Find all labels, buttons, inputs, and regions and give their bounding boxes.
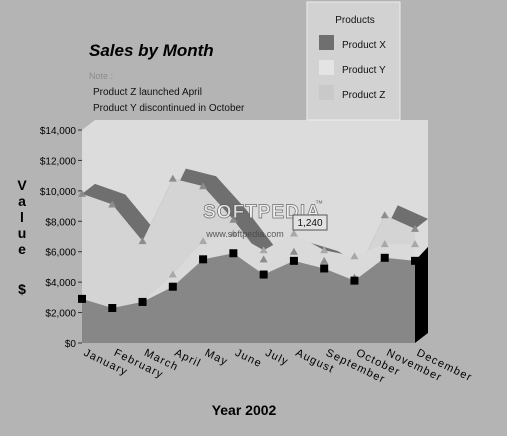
series-product-x-side [415, 246, 428, 343]
x-tick-label: May [203, 347, 230, 368]
y-tick-label: $6,000 [45, 248, 76, 259]
series-product-x-area [82, 253, 415, 343]
y-tick-label: $14,000 [40, 126, 77, 137]
note-line-2: Product Y discontinued in October [93, 103, 245, 114]
y-axis-title-char: V [17, 177, 27, 193]
y-axis-title-char: e [18, 241, 26, 257]
marker-product-z [199, 237, 208, 245]
y-tick-label: $0 [65, 339, 77, 350]
y-axis: $0 $2,000 $4,000 $6,000 $8,000 $10,000 $12,000… [40, 126, 82, 350]
marker-product-x [289, 256, 298, 265]
marker-product-z [380, 240, 389, 248]
y-axis-title-char: u [18, 225, 27, 241]
marker-product-z [229, 229, 238, 237]
note-line-1: Product Z launched April [93, 87, 202, 98]
marker-product-x [320, 264, 329, 273]
watermark-logo: SOFTPEDIA [203, 202, 321, 223]
legend-title: Products [335, 15, 374, 26]
marker-product-x [380, 253, 389, 262]
y-axis-title-char: l [20, 209, 24, 225]
marker-product-x [199, 255, 208, 264]
series-product-z-area [82, 233, 415, 309]
legend-swatch-product-z [319, 85, 334, 100]
marker-product-y [78, 189, 86, 197]
marker-product-y [380, 211, 389, 219]
y-tick-label: $10,000 [40, 187, 77, 198]
marker-product-y [138, 237, 147, 245]
marker-product-z [320, 246, 329, 254]
x-axis-title: Year 2002 [212, 402, 277, 418]
watermark-trademark: ™ [315, 199, 323, 208]
y-axis-title-unit: $ [18, 281, 26, 297]
marker-product-y [108, 200, 117, 208]
note-heading: Note : [89, 71, 113, 81]
chart-title: Sales by Month [89, 41, 214, 60]
marker-product-x [259, 270, 268, 279]
marker-product-y [199, 182, 208, 190]
marker-product-y [320, 256, 329, 264]
marker-product-y [229, 215, 238, 223]
x-tick-label: July [263, 347, 290, 368]
marker-product-z [350, 252, 359, 260]
y-tick-label: $4,000 [45, 278, 76, 289]
marker-product-y [259, 255, 268, 263]
legend-label-product-y: Product Y [342, 65, 386, 76]
marker-product-x [78, 294, 86, 303]
tooltip-value: 1,240 [297, 218, 322, 229]
y-tick-label: $2,000 [45, 309, 76, 320]
watermark-url: www.softpedia.com [205, 229, 284, 239]
marker-product-x [411, 256, 419, 265]
tooltip-box [292, 214, 328, 231]
marker-product-z [259, 246, 268, 254]
y-tick-label: $12,000 [40, 156, 77, 167]
marker-product-x [108, 304, 117, 313]
marker-product-y [168, 174, 177, 182]
tooltip: 1,240 [292, 214, 328, 231]
x-tick-label: June [233, 347, 264, 370]
watermark: SOFTPEDIA ™ www.softpedia.com [203, 199, 323, 239]
marker-product-x [168, 282, 177, 291]
y-axis-title-char: a [18, 193, 26, 209]
legend: Products Product X Product Y Product Z [306, 1, 401, 121]
legend-label-product-x: Product X [342, 40, 386, 51]
marker-product-y [411, 224, 419, 232]
marker-product-z [168, 270, 177, 278]
y-tick-label: $8,000 [45, 217, 76, 228]
marker-product-z [289, 229, 298, 237]
marker-product-z [411, 240, 419, 248]
legend-swatch-product-y [319, 60, 334, 75]
legend-swatch-product-x [319, 35, 334, 50]
legend-label-product-z: Product Z [342, 90, 385, 101]
marker-product-x [350, 276, 359, 285]
marker-product-y [289, 247, 298, 255]
marker-product-x [229, 249, 238, 258]
marker-product-x [138, 297, 147, 306]
